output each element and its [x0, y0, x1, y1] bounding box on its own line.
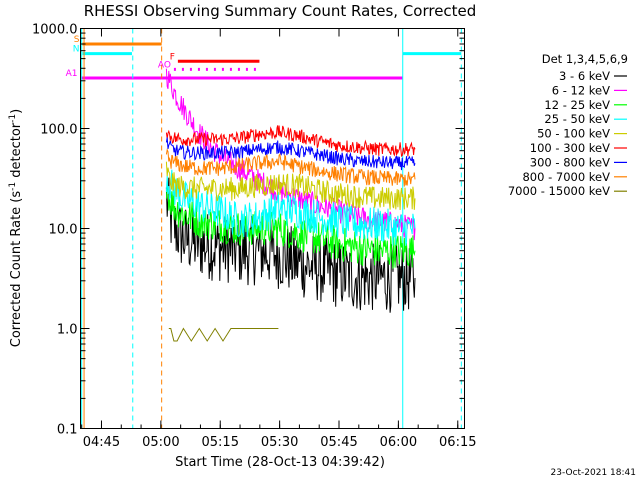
- x-tick-label-1: 05:00: [142, 435, 179, 450]
- series-line-5: [165, 125, 416, 158]
- y-tick-label-2: 10.0: [49, 223, 78, 238]
- legend-label-1: 6 - 12 keV: [552, 83, 610, 97]
- legend-label-0: 3 - 6 keV: [559, 69, 610, 83]
- state-bar-label-5: A1: [66, 69, 78, 79]
- y-tick-label-3: 1.0: [57, 323, 78, 338]
- state-bar-label-1: N: [73, 45, 80, 55]
- x-tick-label-3: 05:30: [261, 435, 298, 450]
- state-bar-label-0: S: [74, 35, 80, 45]
- legend-label-8: 7000 - 15000 keV: [508, 184, 610, 198]
- legend-label-7: 800 - 7000 keV: [522, 170, 610, 184]
- y-axis-label: Corrected Count Rate (s-1 detector-1): [8, 109, 24, 347]
- series-line-8: [168, 327, 279, 342]
- x-axis-ticks: 04:45 05:00 05:15 05:30 05:45 06:00 06:15: [81, 28, 477, 450]
- x-tick-label-4: 05:45: [320, 435, 357, 450]
- x-tick-label-6: 06:15: [439, 435, 476, 450]
- series-line-4: [165, 161, 416, 211]
- legend-label-3: 25 - 50 keV: [544, 112, 610, 126]
- legend-label-2: 12 - 25 keV: [544, 98, 610, 112]
- x-tick-label-2: 05:15: [202, 435, 239, 450]
- state-bar-label-4: AO: [158, 60, 171, 70]
- y-tick-label-4: 0.1: [57, 423, 78, 438]
- series-group: [165, 68, 416, 342]
- series-line-6: [165, 137, 416, 171]
- legend-header: Det 1,3,4,5,6,9: [542, 52, 628, 66]
- event-marker-lines: [81, 28, 462, 429]
- y-tick-label-0: 1000.0: [32, 23, 78, 38]
- chart-title: RHESSI Observing Summary Count Rates, Co…: [84, 2, 477, 20]
- x-tick-label-0: 04:45: [83, 435, 120, 450]
- y-tick-label-1: 100.0: [40, 123, 77, 138]
- legend-label-4: 50 - 100 keV: [537, 127, 610, 141]
- x-axis-label: Start Time (28-Oct-13 04:39:42): [175, 455, 385, 470]
- footer-timestamp: 23-Oct-2021 18:41: [551, 468, 636, 478]
- legend-label-5: 100 - 300 keV: [530, 141, 610, 155]
- x-tick-label-5: 06:00: [380, 435, 417, 450]
- state-bar-label-3: F: [170, 52, 175, 62]
- legend-label-6: 300 - 800 keV: [530, 155, 610, 169]
- y-axis-ticks: 1000.0 100.0 10.0 1.0 0.1: [32, 23, 465, 438]
- series-line-3: [165, 169, 416, 246]
- series-line-7: [165, 148, 416, 187]
- series-line-2: [165, 185, 416, 269]
- attenuator-state-bars: SN FAO A1: [66, 35, 462, 80]
